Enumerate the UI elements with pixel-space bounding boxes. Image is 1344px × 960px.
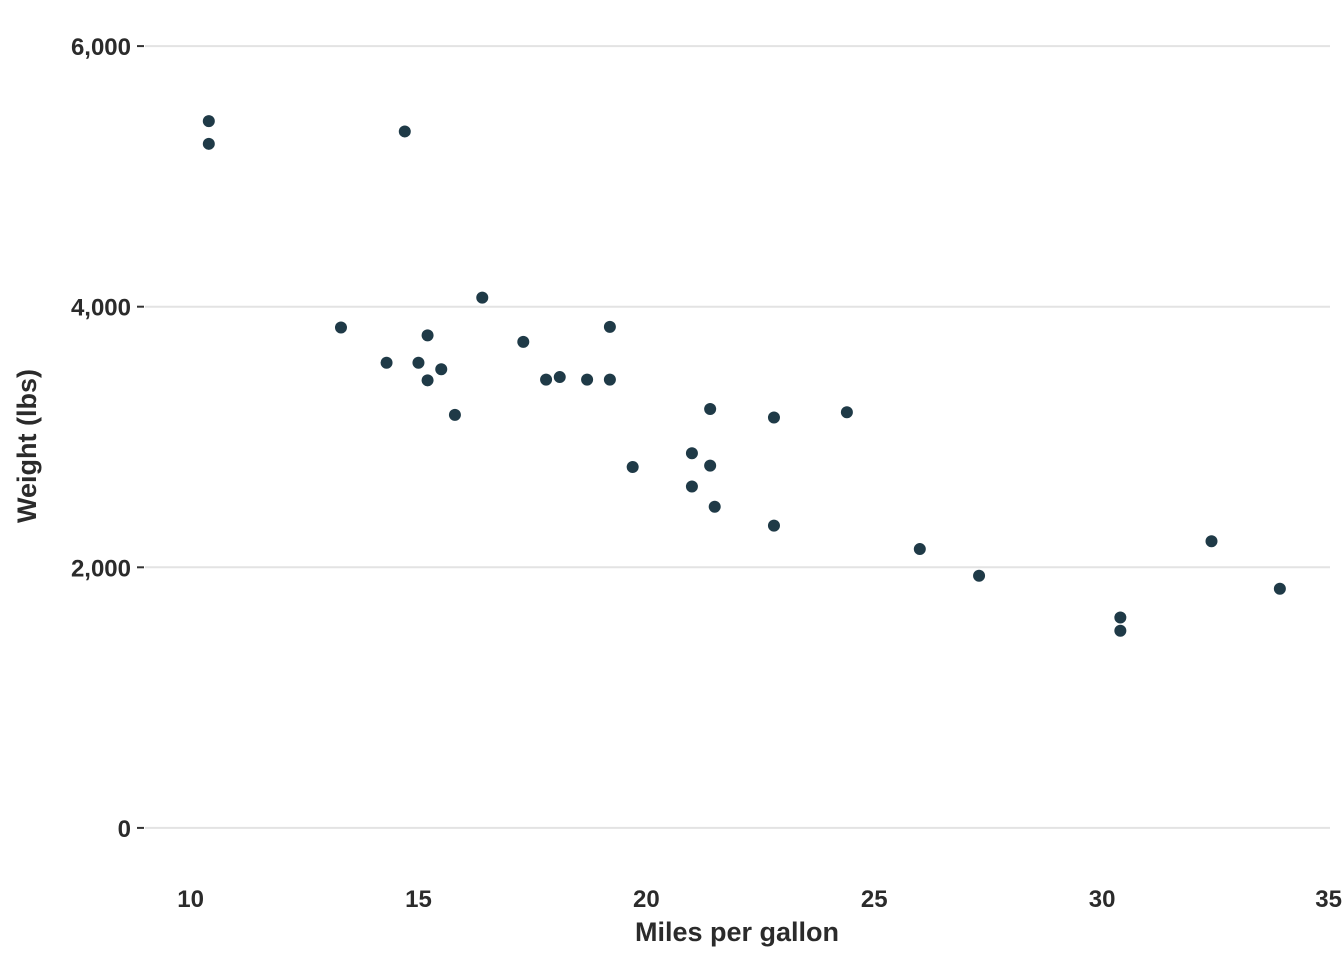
y-axis: 0 2,000 4,000 6,000 [71, 34, 144, 843]
gridlines [145, 45, 1330, 829]
scatter-point [704, 459, 717, 472]
scatter-point [626, 460, 639, 473]
scatter-point [603, 320, 616, 333]
y-tick-label: 4,000 [71, 295, 131, 322]
scatter-point [1205, 535, 1218, 548]
scatter-point [435, 363, 448, 376]
scatter-point [421, 329, 434, 342]
scatter-point [476, 291, 489, 304]
y-tick-label: 2,000 [71, 555, 131, 582]
scatter-point [380, 356, 393, 369]
x-tick-label: 15 [405, 886, 432, 913]
scatter-point [685, 480, 698, 493]
y-tick-label: 6,000 [71, 34, 131, 61]
scatter-point [1273, 582, 1286, 595]
scatter-point [202, 115, 215, 128]
scatter-point [913, 543, 926, 556]
x-tick-label: 30 [1089, 886, 1116, 913]
x-tick-label: 10 [177, 886, 204, 913]
x-tick-label: 35 [1315, 886, 1342, 913]
x-axis: 10 15 20 25 30 35 [177, 886, 1342, 913]
x-tick-label: 25 [861, 886, 888, 913]
scatter-point [840, 406, 853, 419]
scatter-point [540, 373, 553, 386]
scatter-point [412, 356, 425, 369]
scatter-point [1114, 611, 1127, 624]
scatter-point [704, 402, 717, 415]
y-tick-label: 0 [118, 816, 131, 843]
scatter-point [767, 411, 780, 424]
scatter-point [421, 374, 434, 387]
scatter-point [603, 373, 616, 386]
scatter-point [1114, 624, 1127, 637]
scatter-point [398, 125, 411, 138]
data-points [202, 115, 1286, 637]
scatter-point [685, 447, 698, 460]
scatter-point [973, 569, 986, 582]
x-tick-label: 20 [633, 886, 660, 913]
scatter-point [708, 500, 721, 513]
scatter-point [448, 408, 461, 421]
x-axis-title: Miles per gallon [635, 917, 839, 947]
scatter-point [202, 137, 215, 150]
y-axis-title: Weight (lbs) [12, 369, 42, 523]
scatter-point [553, 371, 566, 384]
scatter-point [334, 321, 347, 334]
scatter-point [517, 335, 530, 348]
scatter-point [581, 373, 594, 386]
scatter-point [767, 519, 780, 532]
